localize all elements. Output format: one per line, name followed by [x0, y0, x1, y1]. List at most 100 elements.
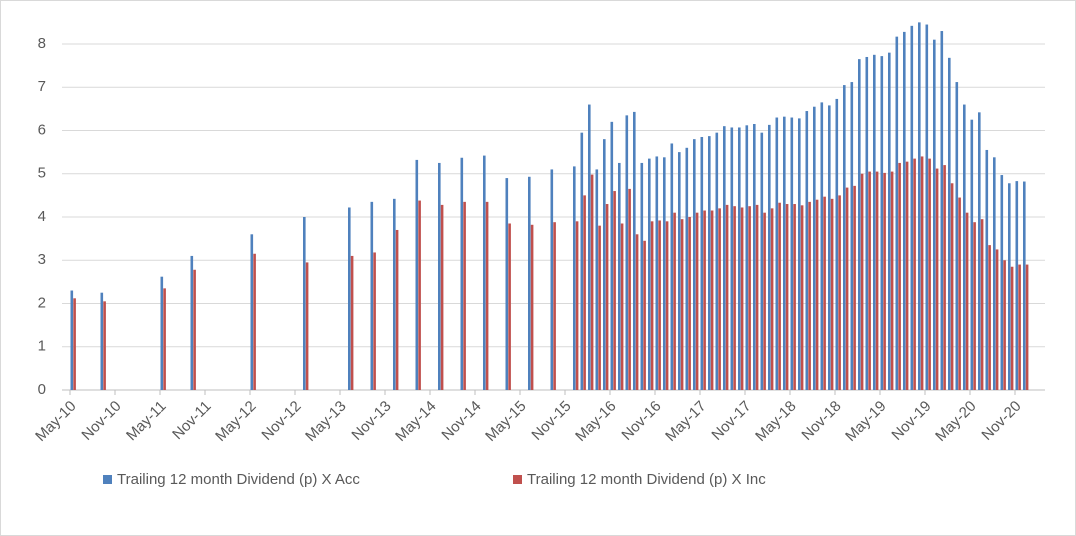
bar	[70, 290, 74, 390]
bar	[438, 162, 441, 390]
bar	[725, 204, 729, 390]
bar	[978, 112, 981, 391]
bar	[253, 253, 256, 390]
bar	[790, 117, 794, 391]
bar	[880, 56, 884, 391]
bar	[590, 174, 594, 390]
bar	[898, 162, 901, 390]
bar	[190, 255, 194, 390]
bar	[395, 229, 399, 390]
bar	[913, 158, 916, 390]
bar	[838, 195, 841, 390]
bar	[895, 36, 899, 391]
bar	[650, 221, 654, 390]
bar	[678, 152, 681, 390]
bar	[1000, 175, 1004, 390]
y-tick-label: 8	[38, 35, 46, 52]
bar	[828, 105, 831, 390]
bar	[753, 124, 756, 390]
bar	[305, 262, 309, 390]
bar	[100, 292, 104, 390]
bar	[658, 220, 661, 390]
y-tick-label: 7	[38, 78, 46, 95]
bar	[778, 202, 781, 390]
bar	[370, 201, 374, 390]
bar	[418, 200, 421, 390]
bar	[958, 197, 961, 390]
y-tick-label: 2	[38, 294, 46, 311]
bar	[793, 204, 796, 390]
bar	[163, 288, 166, 390]
bar	[940, 31, 944, 391]
bar	[440, 204, 444, 390]
bar	[655, 156, 659, 390]
bar	[755, 204, 759, 390]
legend-label: Trailing 12 month Dividend (p) X Acc	[117, 471, 360, 488]
bar	[963, 104, 966, 391]
legend-label: Trailing 12 month Dividend (p) X Inc	[527, 471, 766, 488]
bar	[160, 276, 164, 390]
bar	[813, 106, 816, 391]
bar	[1015, 181, 1019, 390]
bar	[875, 171, 879, 390]
bar	[575, 221, 579, 390]
bar	[738, 127, 741, 390]
bar	[573, 166, 576, 390]
bar	[605, 204, 609, 390]
bar	[970, 119, 974, 390]
bar	[740, 207, 744, 390]
bar	[718, 208, 721, 390]
bar	[798, 118, 801, 390]
bar	[733, 206, 736, 390]
bar	[965, 212, 969, 390]
bar	[695, 212, 699, 390]
bar	[823, 196, 826, 390]
bar	[648, 158, 651, 390]
bar	[723, 126, 726, 391]
bar	[950, 183, 954, 390]
bar	[903, 31, 906, 390]
bar	[1018, 264, 1021, 390]
bar	[103, 301, 106, 390]
bar	[745, 125, 749, 390]
bar	[553, 222, 556, 390]
legend-swatch	[103, 475, 112, 484]
y-tick-label: 4	[38, 208, 46, 225]
bar	[583, 195, 586, 390]
bar	[620, 223, 624, 390]
bar	[250, 234, 254, 390]
bar	[673, 212, 676, 390]
bar	[748, 206, 751, 390]
bar	[865, 56, 869, 390]
bar	[640, 162, 644, 390]
bar	[883, 172, 886, 390]
bar	[853, 185, 856, 390]
bar	[508, 223, 511, 390]
bar	[820, 102, 824, 390]
bar	[988, 245, 991, 390]
bar	[688, 217, 691, 390]
bar	[1023, 181, 1026, 390]
bar	[665, 221, 669, 390]
bar	[858, 59, 861, 390]
legend-swatch	[513, 475, 522, 484]
bar	[1025, 264, 1029, 390]
bar	[505, 178, 509, 390]
bar	[868, 171, 871, 390]
bar	[580, 132, 584, 390]
bar	[980, 219, 984, 390]
bar	[463, 201, 466, 390]
bar	[485, 201, 489, 390]
bar	[850, 82, 854, 390]
bar	[830, 198, 834, 390]
bar	[905, 161, 909, 390]
bar	[815, 199, 819, 390]
y-tick-label: 3	[38, 251, 46, 268]
bar	[670, 143, 674, 390]
bar	[530, 224, 534, 390]
bar	[1010, 266, 1014, 390]
bar	[843, 85, 846, 391]
bar	[633, 111, 636, 390]
bar	[925, 24, 929, 390]
bar	[373, 252, 376, 390]
